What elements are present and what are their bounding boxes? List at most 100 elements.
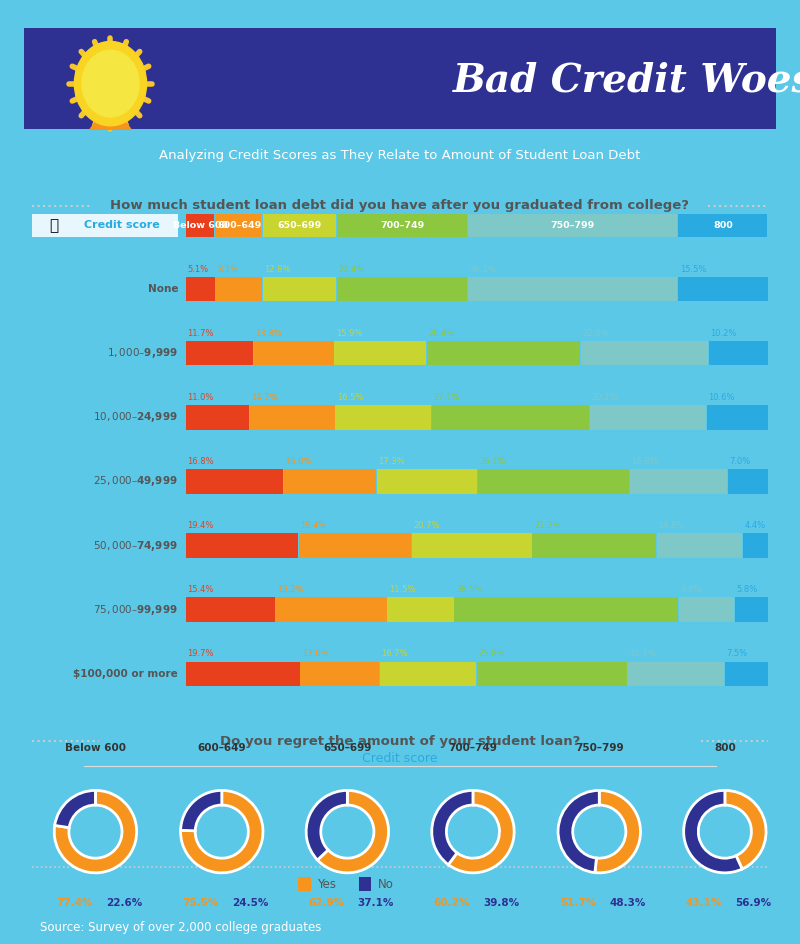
FancyBboxPatch shape [254, 341, 334, 365]
Text: $100,000 or more: $100,000 or more [74, 668, 178, 679]
FancyBboxPatch shape [186, 213, 214, 237]
Text: $50,000–$74,999: $50,000–$74,999 [94, 538, 178, 552]
FancyBboxPatch shape [215, 277, 262, 301]
FancyBboxPatch shape [468, 213, 677, 237]
FancyBboxPatch shape [590, 405, 706, 430]
Polygon shape [90, 116, 130, 129]
Wedge shape [432, 790, 473, 865]
Text: 26.1%: 26.1% [479, 457, 506, 465]
Text: 25.8%: 25.8% [478, 649, 505, 658]
Text: 7.0%: 7.0% [729, 457, 750, 465]
Text: 8.1%: 8.1% [217, 264, 238, 274]
Text: 10.6%: 10.6% [708, 393, 734, 402]
Polygon shape [95, 103, 106, 129]
Text: 77.4%: 77.4% [56, 898, 93, 908]
FancyBboxPatch shape [186, 533, 298, 558]
Text: How much student loan debt did you have after you graduated from college?: How much student loan debt did you have … [110, 199, 690, 212]
Text: 56.9%: 56.9% [735, 898, 771, 908]
FancyBboxPatch shape [468, 277, 678, 301]
Text: 19.2%: 19.2% [277, 585, 303, 594]
FancyBboxPatch shape [262, 213, 336, 237]
Text: 22.6%: 22.6% [106, 898, 142, 908]
Wedge shape [725, 790, 766, 869]
Text: $1,000–$9,999: $1,000–$9,999 [107, 346, 178, 361]
Wedge shape [306, 790, 347, 860]
Text: 20.1%: 20.1% [591, 393, 618, 402]
Text: 15.9%: 15.9% [336, 329, 362, 338]
FancyBboxPatch shape [725, 662, 768, 686]
Text: 17.3%: 17.3% [378, 457, 405, 465]
FancyBboxPatch shape [377, 469, 477, 494]
Text: 11.7%: 11.7% [187, 329, 214, 338]
Text: Do you regret the amount of your student loan?: Do you regret the amount of your student… [220, 734, 580, 748]
Text: 48.3%: 48.3% [610, 898, 646, 908]
Text: 39.8%: 39.8% [483, 898, 519, 908]
Text: 16.8%: 16.8% [631, 457, 658, 465]
FancyBboxPatch shape [275, 598, 386, 622]
FancyBboxPatch shape [358, 877, 370, 891]
FancyBboxPatch shape [250, 405, 334, 430]
FancyBboxPatch shape [186, 598, 274, 622]
FancyBboxPatch shape [427, 341, 580, 365]
Wedge shape [684, 790, 742, 873]
FancyBboxPatch shape [283, 469, 376, 494]
Text: 19.4%: 19.4% [187, 521, 214, 530]
Text: Credit score: Credit score [362, 752, 438, 766]
Text: 10.2%: 10.2% [710, 329, 737, 338]
Text: 22.4%: 22.4% [338, 264, 365, 274]
Text: 650–699: 650–699 [323, 743, 371, 752]
Text: 5.8%: 5.8% [736, 585, 758, 594]
FancyBboxPatch shape [186, 405, 249, 430]
FancyBboxPatch shape [678, 598, 734, 622]
FancyBboxPatch shape [432, 405, 589, 430]
Text: 21.3%: 21.3% [534, 521, 561, 530]
Text: 27.1%: 27.1% [433, 393, 460, 402]
FancyBboxPatch shape [301, 662, 379, 686]
Text: Yes: Yes [318, 878, 336, 891]
FancyBboxPatch shape [186, 469, 283, 494]
Text: 14.8%: 14.8% [658, 521, 685, 530]
Text: 15.5%: 15.5% [680, 264, 706, 274]
Text: 7.5%: 7.5% [726, 649, 747, 658]
Text: Source: Survey of over 2,000 college graduates: Source: Survey of over 2,000 college gra… [40, 920, 322, 934]
FancyBboxPatch shape [24, 129, 776, 179]
FancyBboxPatch shape [298, 877, 310, 891]
FancyBboxPatch shape [743, 533, 768, 558]
FancyBboxPatch shape [387, 598, 454, 622]
Text: 22.0%: 22.0% [582, 329, 609, 338]
Wedge shape [318, 790, 389, 873]
FancyBboxPatch shape [24, 28, 776, 129]
Text: Below 600: Below 600 [173, 221, 228, 230]
FancyBboxPatch shape [335, 405, 431, 430]
Wedge shape [54, 790, 95, 828]
Text: 19.4%: 19.4% [300, 521, 326, 530]
Text: None: None [148, 284, 178, 295]
FancyBboxPatch shape [477, 662, 626, 686]
Text: 38.5%: 38.5% [456, 585, 482, 594]
Text: 9.6%: 9.6% [680, 585, 702, 594]
FancyBboxPatch shape [454, 598, 678, 622]
Text: 14.7%: 14.7% [251, 393, 278, 402]
Wedge shape [181, 790, 222, 831]
FancyBboxPatch shape [533, 533, 656, 558]
Text: 51.7%: 51.7% [560, 898, 597, 908]
FancyBboxPatch shape [678, 213, 767, 237]
Text: Credit score: Credit score [84, 220, 160, 230]
Text: 15.4%: 15.4% [187, 585, 214, 594]
FancyBboxPatch shape [298, 533, 411, 558]
Text: 800: 800 [714, 743, 736, 752]
Text: 37.1%: 37.1% [358, 898, 394, 908]
Text: 16.8%: 16.8% [187, 457, 214, 465]
Text: 650–699: 650–699 [278, 221, 322, 230]
Text: 800: 800 [714, 221, 733, 230]
FancyBboxPatch shape [709, 341, 768, 365]
Text: 36.1%: 36.1% [470, 264, 496, 274]
FancyBboxPatch shape [334, 341, 426, 365]
Wedge shape [595, 790, 641, 873]
Text: No: No [378, 878, 394, 891]
Text: $25,000–$49,999: $25,000–$49,999 [94, 475, 178, 488]
Text: 43.1%: 43.1% [686, 898, 722, 908]
Text: 💵: 💵 [50, 218, 58, 233]
Wedge shape [54, 790, 137, 873]
FancyBboxPatch shape [338, 213, 466, 237]
